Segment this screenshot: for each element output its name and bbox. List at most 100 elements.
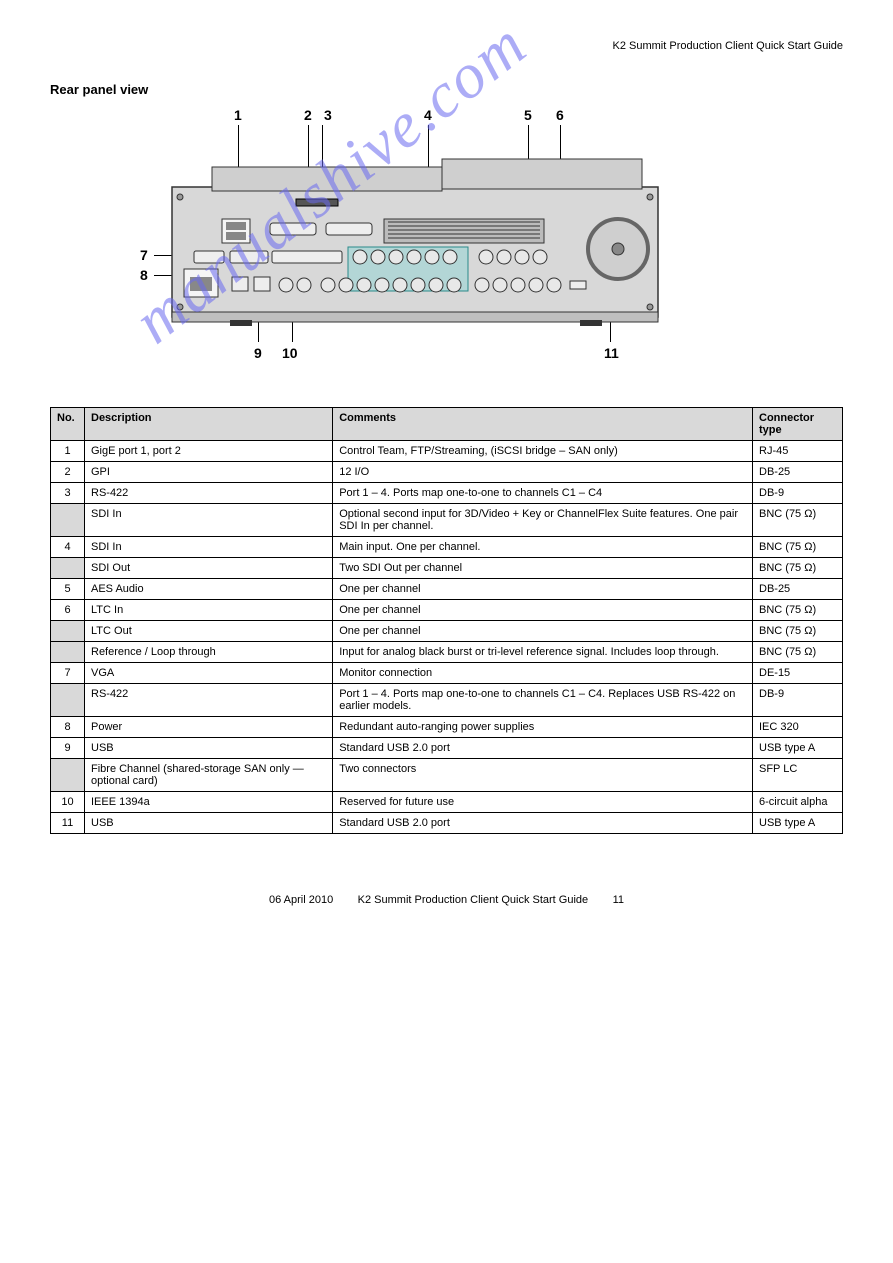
cell-comm: Main input. One per channel. [333, 537, 753, 558]
cell-desc: Power [85, 717, 333, 738]
table-row: 6LTC InOne per channelBNC (75 Ω) [51, 600, 843, 621]
rear-panel-diagram: 1 2 3 4 5 6 7 8 9 10 11 [110, 107, 730, 387]
callout-4: 4 [424, 107, 432, 123]
cell-comm: One per channel [333, 600, 753, 621]
cell-desc: SDI Out [85, 558, 333, 579]
table-row: 11USBStandard USB 2.0 portUSB type A [51, 813, 843, 834]
cell-comm: One per channel [333, 621, 753, 642]
cell-no: 5 [51, 579, 85, 600]
table-row: 8PowerRedundant auto-ranging power suppl… [51, 717, 843, 738]
cell-comm: Monitor connection [333, 663, 753, 684]
cell-comm: Standard USB 2.0 port [333, 738, 753, 759]
page-header: K2 Summit Production Client Quick Start … [50, 40, 843, 52]
cell-desc: GigE port 1, port 2 [85, 441, 333, 462]
cell-type: BNC (75 Ω) [753, 558, 843, 579]
table-row: 3RS-422Port 1 – 4. Ports map one-to-one … [51, 483, 843, 504]
cell-comm: Input for analog black burst or tri-leve… [333, 642, 753, 663]
table-row: LTC OutOne per channelBNC (75 Ω) [51, 621, 843, 642]
cell-comm: Control Team, FTP/Streaming, (iSCSI brid… [333, 441, 753, 462]
header-right: K2 Summit Production Client Quick Start … [613, 40, 843, 52]
table-row: RS-422Port 1 – 4. Ports map one-to-one t… [51, 684, 843, 717]
cell-type: DB-25 [753, 579, 843, 600]
cell-type: 6-circuit alpha [753, 792, 843, 813]
cell-type: IEC 320 [753, 717, 843, 738]
table-row: SDI InOptional second input for 3D/Video… [51, 504, 843, 537]
table-row: SDI OutTwo SDI Out per channelBNC (75 Ω) [51, 558, 843, 579]
cell-type: BNC (75 Ω) [753, 642, 843, 663]
cell-desc: Fibre Channel (shared-storage SAN only —… [85, 759, 333, 792]
cell-no [51, 642, 85, 663]
cell-comm: Two SDI Out per channel [333, 558, 753, 579]
cell-desc: RS-422 [85, 684, 333, 717]
table-row: 10IEEE 1394aReserved for future use6-cir… [51, 792, 843, 813]
cell-no: 6 [51, 600, 85, 621]
cell-desc: VGA [85, 663, 333, 684]
callout-2: 2 [304, 107, 312, 123]
cell-comm: Port 1 – 4. Ports map one-to-one to chan… [333, 483, 753, 504]
col-no: No. [51, 408, 85, 441]
table-row: 7VGAMonitor connectionDE-15 [51, 663, 843, 684]
cell-comm: Two connectors [333, 759, 753, 792]
cell-comm: Optional second input for 3D/Video + Key… [333, 504, 753, 537]
cell-no [51, 558, 85, 579]
cell-no: 1 [51, 441, 85, 462]
cell-type: BNC (75 Ω) [753, 621, 843, 642]
cell-type: DB-9 [753, 684, 843, 717]
callout-10: 10 [282, 345, 298, 361]
cell-desc: SDI In [85, 504, 333, 537]
cell-no: 7 [51, 663, 85, 684]
cell-no: 4 [51, 537, 85, 558]
device-rear-svg [170, 157, 660, 327]
cell-no: 11 [51, 813, 85, 834]
cell-type: DB-9 [753, 483, 843, 504]
cell-desc: SDI In [85, 537, 333, 558]
footer-date: 06 April 2010 [269, 894, 333, 906]
callout-8: 8 [140, 267, 148, 283]
cell-type: RJ-45 [753, 441, 843, 462]
table-row: 1GigE port 1, port 2Control Team, FTP/St… [51, 441, 843, 462]
table-row: Reference / Loop throughInput for analog… [51, 642, 843, 663]
callout-11: 11 [604, 345, 619, 361]
callout-9: 9 [254, 345, 262, 361]
footer-page: 11 [613, 894, 624, 906]
cell-no [51, 684, 85, 717]
callout-3: 3 [324, 107, 332, 123]
spec-table: No. Description Comments Connector type … [50, 407, 843, 834]
table-row: Fibre Channel (shared-storage SAN only —… [51, 759, 843, 792]
callout-6: 6 [556, 107, 564, 123]
cell-type: BNC (75 Ω) [753, 504, 843, 537]
cell-no [51, 621, 85, 642]
page-footer: 06 April 2010 K2 Summit Production Clien… [50, 894, 843, 906]
cell-desc: IEEE 1394a [85, 792, 333, 813]
cell-type: DB-25 [753, 462, 843, 483]
table-row: 5AES AudioOne per channelDB-25 [51, 579, 843, 600]
cell-type: BNC (75 Ω) [753, 537, 843, 558]
cell-no: 8 [51, 717, 85, 738]
col-comm: Comments [333, 408, 753, 441]
cell-desc: USB [85, 738, 333, 759]
callout-1: 1 [234, 107, 242, 123]
table-row: 4SDI InMain input. One per channel.BNC (… [51, 537, 843, 558]
cell-type: DE-15 [753, 663, 843, 684]
cell-desc: Reference / Loop through [85, 642, 333, 663]
cell-no: 3 [51, 483, 85, 504]
callout-5: 5 [524, 107, 532, 123]
cell-type: USB type A [753, 813, 843, 834]
callout-7: 7 [140, 247, 148, 263]
table-row: 9USBStandard USB 2.0 portUSB type A [51, 738, 843, 759]
table-row: 2GPI12 I/ODB-25 [51, 462, 843, 483]
cell-no: 9 [51, 738, 85, 759]
footer-title: K2 Summit Production Client Quick Start … [358, 894, 588, 906]
cell-comm: Reserved for future use [333, 792, 753, 813]
col-desc: Description [85, 408, 333, 441]
cell-comm: Redundant auto-ranging power supplies [333, 717, 753, 738]
cell-no [51, 504, 85, 537]
cell-desc: USB [85, 813, 333, 834]
cell-comm: Standard USB 2.0 port [333, 813, 753, 834]
cell-type: USB type A [753, 738, 843, 759]
col-type: Connector type [753, 408, 843, 441]
cell-no [51, 759, 85, 792]
cell-type: BNC (75 Ω) [753, 600, 843, 621]
cell-desc: AES Audio [85, 579, 333, 600]
cell-comm: 12 I/O [333, 462, 753, 483]
